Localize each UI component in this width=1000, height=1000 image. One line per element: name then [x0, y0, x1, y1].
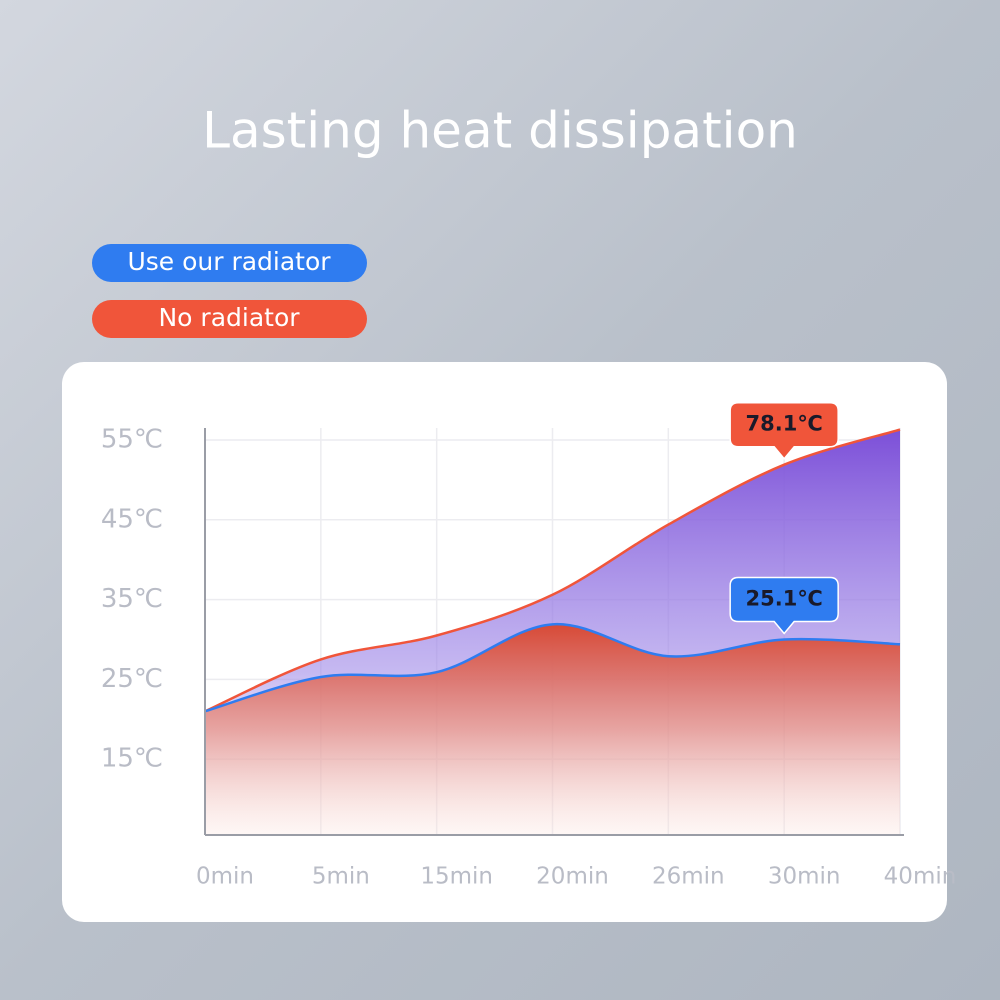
x-tick-label: 30min	[768, 864, 841, 890]
callout-label: 78.1℃	[746, 412, 823, 436]
y-tick-label: 55℃	[101, 424, 163, 454]
x-tick-label: 20min	[536, 864, 609, 890]
y-tick-label: 25℃	[101, 664, 163, 694]
x-tick-label: 15min	[420, 864, 493, 890]
title: Lasting heat dissipation	[202, 102, 798, 160]
x-tick-label: 26min	[652, 864, 725, 890]
x-tick-label: 5min	[312, 864, 370, 890]
callout-box	[729, 401, 839, 460]
legend-label: No radiator	[158, 303, 300, 332]
x-tick-label: 0min	[196, 864, 254, 890]
area-fill	[205, 624, 900, 835]
y-tick-label: 45℃	[101, 504, 163, 534]
y-tick-label: 15℃	[101, 744, 163, 774]
legend-label: Use our radiator	[127, 247, 331, 276]
legend-pill	[92, 244, 367, 282]
callout-box	[729, 576, 839, 635]
area-line	[204, 428, 901, 713]
x-tick-label: 40min	[884, 864, 957, 890]
legend-pill	[92, 300, 367, 338]
area-line	[204, 623, 901, 713]
callout-label: 25.1℃	[746, 586, 823, 610]
y-tick-label: 35℃	[101, 584, 163, 614]
